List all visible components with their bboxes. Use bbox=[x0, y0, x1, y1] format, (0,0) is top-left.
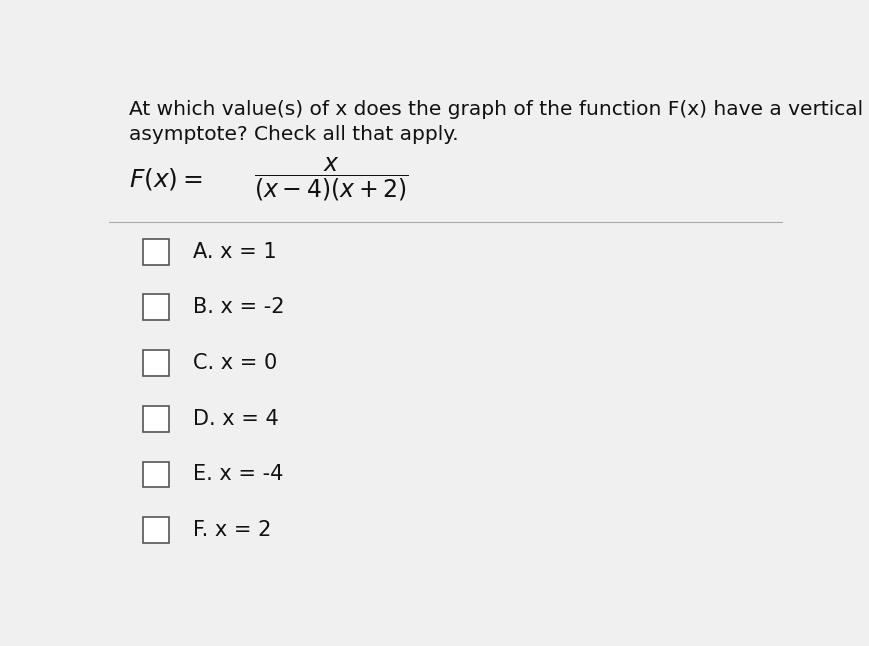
Text: A. x = 1: A. x = 1 bbox=[193, 242, 276, 262]
FancyBboxPatch shape bbox=[143, 517, 169, 543]
FancyBboxPatch shape bbox=[143, 295, 169, 320]
Text: D. x = 4: D. x = 4 bbox=[193, 409, 278, 429]
FancyBboxPatch shape bbox=[143, 461, 169, 487]
FancyBboxPatch shape bbox=[143, 350, 169, 376]
Text: asymptote? Check all that apply.: asymptote? Check all that apply. bbox=[129, 125, 458, 144]
Text: At which value(s) of x does the graph of the function F(x) have a vertical: At which value(s) of x does the graph of… bbox=[129, 100, 862, 119]
Text: F. x = 2: F. x = 2 bbox=[193, 520, 271, 540]
FancyBboxPatch shape bbox=[143, 406, 169, 432]
Text: $\dfrac{x}{(x-4)(x+2)}$: $\dfrac{x}{(x-4)(x+2)}$ bbox=[254, 156, 408, 203]
FancyBboxPatch shape bbox=[143, 238, 169, 265]
Text: $F(x) =$: $F(x) =$ bbox=[129, 167, 202, 193]
Text: C. x = 0: C. x = 0 bbox=[193, 353, 277, 373]
Text: B. x = -2: B. x = -2 bbox=[193, 297, 284, 317]
Text: E. x = -4: E. x = -4 bbox=[193, 464, 283, 484]
